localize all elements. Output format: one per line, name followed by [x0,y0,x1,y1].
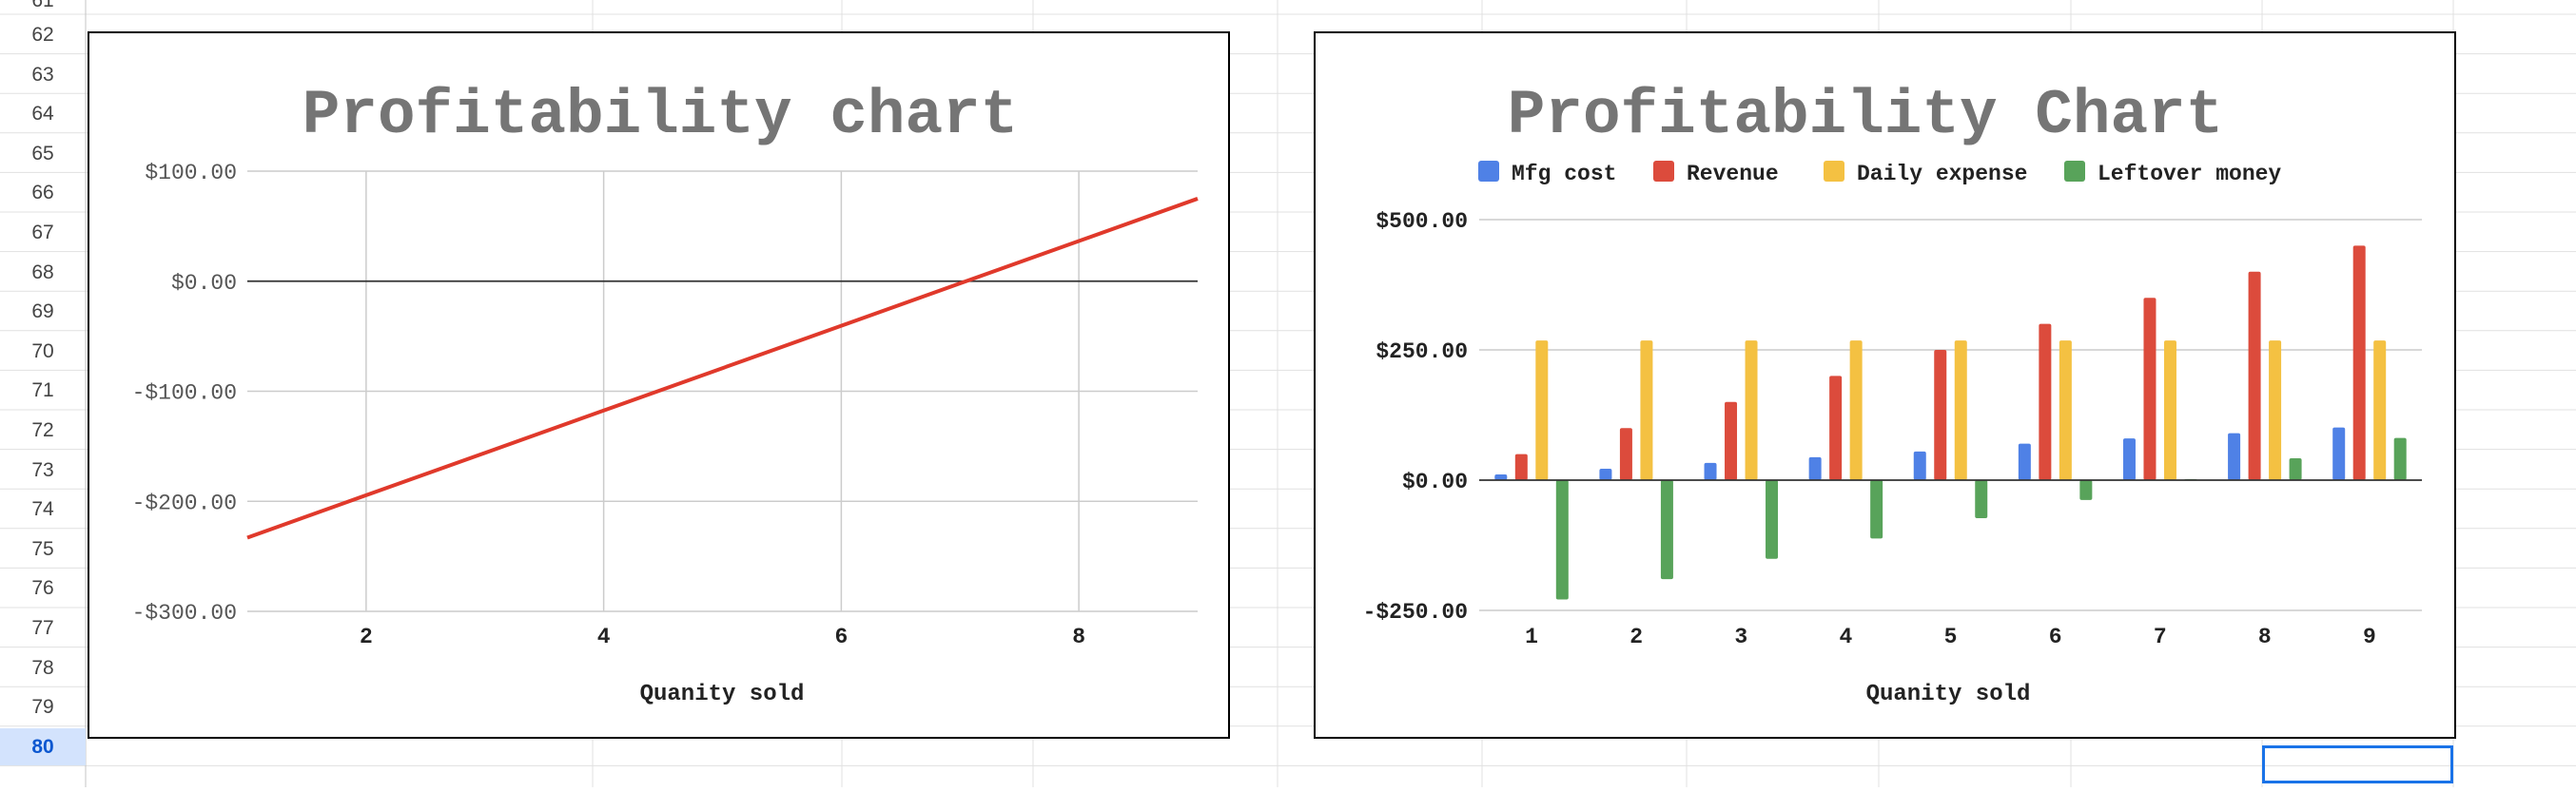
bar-revenue [1934,350,1947,480]
profit-line [246,197,1199,540]
y-tick-label: $0.00 [171,271,237,296]
y-tick-label: $250.00 [1376,339,1468,364]
bar-revenue [2039,323,2052,480]
x-tick-label: 8 [1072,625,1085,649]
chart-title: Profitability Chart [1508,80,2224,151]
row-number[interactable]: 78 [31,656,54,679]
x-tick-label: 3 [1734,625,1747,649]
row-number[interactable]: 74 [31,498,54,521]
bar-revenue [1514,454,1528,480]
bar-leftover-money [1975,480,1988,519]
bar-daily-expense [1745,340,1758,480]
legend-swatch [1478,161,1499,182]
bar-mfg-cost [2332,427,2346,480]
legend-label: Leftover money [2098,162,2281,186]
bar-revenue [1725,401,1738,480]
bar-daily-expense [1640,340,1653,480]
bar-leftover-money [2079,480,2093,500]
y-tick-label: -$100.00 [132,381,237,406]
bar-leftover-money [1870,480,1883,539]
bar-daily-expense [2163,340,2176,480]
row-number[interactable]: 65 [31,142,54,164]
row-number[interactable]: 73 [31,458,54,481]
x-tick-label: 5 [1944,625,1958,649]
y-tick-label: $100.00 [145,161,237,185]
bar-revenue [1829,376,1843,480]
bar-revenue [2248,271,2261,480]
bar-mfg-cost [1599,468,1612,480]
line-chart-svg: Profitability chart $100.00 $0.00 -$100.00 -… [132,80,1199,707]
bar-mfg-cost [1494,473,1508,480]
x-tick-label: 4 [597,625,611,649]
row-number[interactable]: 80 [0,727,86,766]
bar-revenue [2352,245,2366,480]
bar-mfg-cost [1913,451,1926,480]
x-tick-label: 6 [834,625,848,649]
row-number[interactable]: 75 [31,537,54,560]
bar-daily-expense [1535,340,1549,480]
x-axis-title: Quanity sold [640,682,805,707]
x-tick-label: 2 [1630,625,1643,649]
legend-label: Daily expense [1857,162,2027,186]
row-number[interactable]: 77 [31,617,54,639]
legend-swatch [1824,161,1844,182]
bar-daily-expense [2373,340,2387,480]
profitability-bar-chart[interactable]: Profitability Chart Mfg cost Revenue Daily … [1314,31,2456,739]
row-number[interactable]: 72 [31,419,54,441]
x-tick-label: 8 [2258,625,2272,649]
row-number[interactable]: 67 [31,222,54,243]
bar-mfg-cost [2122,438,2136,480]
bar-daily-expense [2059,340,2072,480]
bar-mfg-cost [2228,433,2241,480]
x-tick-label: 7 [2154,625,2167,649]
legend-swatch [1653,161,1674,182]
y-tick-label: -$250.00 [1363,600,1468,625]
bar-leftover-money [2289,457,2302,480]
row-number[interactable]: 69 [31,300,54,323]
bar-leftover-money [1555,480,1569,600]
row-number[interactable]: 79 [31,696,54,719]
chart-title: Profitability chart [302,80,1019,151]
bar-mfg-cost [1808,456,1822,480]
bar-leftover-money [1660,480,1673,580]
selected-cell[interactable] [2262,745,2453,783]
row-number[interactable]: 61 [31,0,54,11]
y-tick-label: -$200.00 [132,491,237,515]
bar-leftover-money [1766,480,1779,559]
row-number[interactable]: 62 [31,24,54,46]
bar-chart-svg: Profitability Chart Mfg cost Revenue Daily … [1363,80,2422,707]
row-number[interactable]: 66 [31,182,54,204]
x-tick-label: 2 [360,625,373,649]
row-number[interactable]: 76 [31,577,54,600]
bar-leftover-money [2393,437,2407,480]
x-tick-label: 1 [1525,625,1538,649]
bar-mfg-cost [2018,443,2031,480]
x-tick-label: 9 [2363,625,2376,649]
bar-daily-expense [1954,340,1967,480]
row-number[interactable]: 68 [31,261,54,283]
y-tick-label: $500.00 [1376,209,1468,234]
bar-mfg-cost [1704,462,1717,480]
legend-label: Mfg cost [1512,162,1616,186]
bar-daily-expense [1849,340,1863,480]
row-number[interactable]: 64 [31,103,54,126]
bar-daily-expense [2269,340,2282,480]
y-tick-label: $0.00 [1402,470,1468,494]
row-number[interactable]: 71 [31,379,54,402]
legend-label: Revenue [1687,162,1779,186]
bar-revenue [1619,428,1632,480]
bar-revenue [2143,298,2156,480]
x-axis-title: Quanity sold [1866,682,2031,707]
y-tick-label: -$300.00 [132,601,237,626]
x-tick-label: 6 [2049,625,2062,649]
x-tick-label: 4 [1839,625,1852,649]
row-number[interactable]: 63 [31,63,54,86]
row-number[interactable]: 70 [31,339,54,362]
legend-swatch [2064,161,2085,182]
profitability-line-chart[interactable]: Profitability chart $100.00 $0.00 -$100.00 -… [88,31,1230,739]
